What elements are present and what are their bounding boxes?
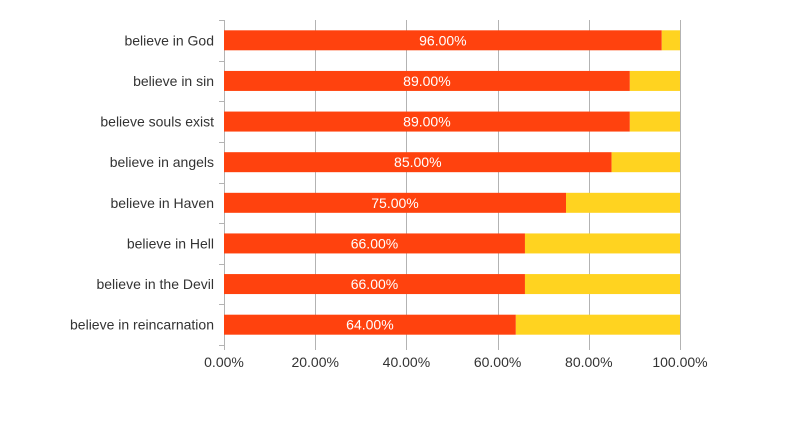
bar-series1	[224, 30, 662, 51]
data-label: 96.00%	[419, 32, 466, 48]
y-tick-label: believe in God	[124, 32, 214, 48]
data-label: 85.00%	[394, 154, 441, 170]
data-label: 89.00%	[403, 73, 450, 89]
bar-series1	[224, 314, 516, 335]
y-tick-label: believe souls exist	[100, 114, 214, 130]
bar-series1	[224, 152, 612, 173]
x-tick-label: 0.00%	[204, 354, 244, 370]
bar-series2	[611, 152, 680, 173]
y-tick-label: believe in angels	[110, 154, 214, 170]
data-label: 66.00%	[351, 235, 398, 251]
x-tick-label: 80.00%	[565, 354, 612, 370]
bar-series2	[629, 70, 680, 91]
bar-series1	[224, 111, 630, 132]
y-tick-label: believe in Haven	[110, 195, 214, 211]
bar-series2	[566, 192, 680, 213]
bar-series2	[629, 111, 680, 132]
bar-series2	[524, 274, 680, 295]
bar-series1	[224, 70, 630, 91]
data-label: 64.00%	[346, 317, 393, 333]
x-tick-label: 100.00%	[652, 354, 707, 370]
data-label: 66.00%	[351, 276, 398, 292]
bar-series1	[224, 192, 566, 213]
x-tick-label: 60.00%	[474, 354, 521, 370]
bar-series2	[661, 30, 680, 51]
x-tick-label: 40.00%	[383, 354, 430, 370]
data-label: 75.00%	[371, 195, 418, 211]
bar-series2	[524, 233, 680, 254]
x-tick-label: 20.00%	[291, 354, 338, 370]
bar-series1	[224, 233, 525, 254]
y-tick-label: believe in Hell	[127, 235, 214, 251]
bar-series1	[224, 274, 525, 295]
data-label: 89.00%	[403, 114, 450, 130]
bar-series2	[515, 314, 680, 335]
y-tick-label: believe in the Devil	[96, 276, 214, 292]
y-tick-label: believe in reincarnation	[70, 317, 214, 333]
y-tick-label: believe in sin	[133, 73, 214, 89]
